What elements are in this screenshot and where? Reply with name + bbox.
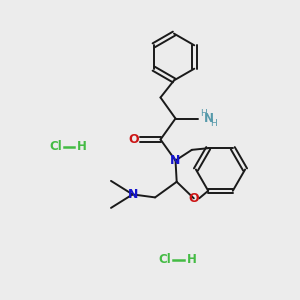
Text: H: H	[210, 119, 217, 128]
Text: O: O	[128, 133, 139, 146]
Text: H: H	[200, 109, 207, 118]
Text: N: N	[203, 112, 214, 125]
Text: N: N	[128, 188, 138, 201]
Text: H: H	[77, 140, 87, 154]
Text: Cl: Cl	[49, 140, 62, 154]
Text: O: O	[188, 192, 199, 205]
Text: H: H	[187, 253, 196, 266]
Text: N: N	[170, 154, 181, 167]
Text: Cl: Cl	[159, 253, 171, 266]
